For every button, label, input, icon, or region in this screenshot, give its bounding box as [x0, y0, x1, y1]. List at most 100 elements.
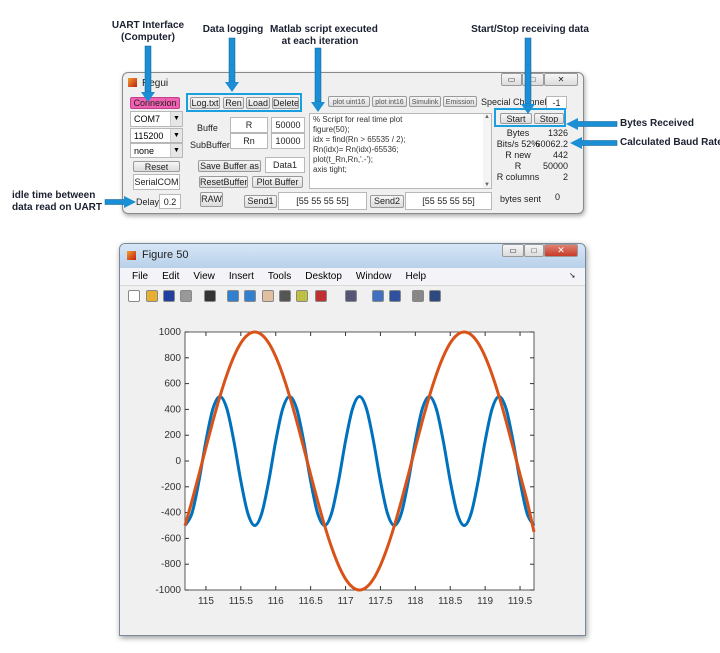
- raw-button[interactable]: RAW: [200, 192, 223, 207]
- annotation-logging: Data logging: [202, 24, 264, 35]
- x-tick-label: 119.5: [508, 596, 533, 607]
- save-buffer-button[interactable]: Save Buffer as: [198, 160, 261, 172]
- port-value: COM7: [134, 114, 161, 124]
- y-tick-label: -1000: [155, 585, 181, 596]
- menu-view[interactable]: View: [193, 271, 215, 282]
- menu-insert[interactable]: Insert: [228, 271, 254, 282]
- data-cursor-icon[interactable]: [296, 290, 308, 302]
- send2-button[interactable]: Send2: [370, 195, 404, 208]
- send1-button[interactable]: Send1: [244, 195, 277, 208]
- log-txt-button[interactable]: Log.txt: [190, 97, 220, 109]
- pointer-icon[interactable]: [204, 290, 216, 302]
- hide-tools-icon[interactable]: [412, 290, 424, 302]
- buffer-label: Buffe: [197, 123, 218, 133]
- rotate-icon[interactable]: [279, 290, 291, 302]
- scroll-up-icon[interactable]: ▲: [484, 114, 490, 120]
- plot-buffer-button[interactable]: Plot Buffer: [252, 176, 303, 188]
- plot-uint16-button[interactable]: plot uint16: [328, 96, 370, 107]
- scroll-down-icon[interactable]: ▼: [484, 182, 490, 188]
- arrow-icon: [225, 37, 239, 92]
- subbuffer-name-field[interactable]: Rn: [230, 133, 268, 149]
- start-button[interactable]: Start: [500, 113, 532, 124]
- arrow-icon: [311, 47, 325, 112]
- x-tick-label: 116.5: [298, 596, 323, 607]
- menu-window[interactable]: Window: [355, 271, 392, 282]
- pan-icon[interactable]: [262, 290, 274, 302]
- x-tick-label: 117: [338, 596, 354, 607]
- menu-file[interactable]: File: [132, 271, 149, 282]
- script-scrollbar[interactable]: ▲ ▼: [483, 114, 491, 188]
- connexion-button[interactable]: Connexion: [130, 97, 180, 109]
- y-tick-label: 600: [164, 379, 181, 390]
- stat-label: Bits/s 52%: [496, 139, 540, 149]
- save-name-field[interactable]: Data1: [265, 157, 305, 173]
- x-tick-label: 118: [407, 596, 423, 607]
- y-tick-label: 0: [175, 456, 181, 467]
- baud-value: 115200: [134, 131, 164, 141]
- x-tick-label: 116: [268, 596, 284, 607]
- menu-help[interactable]: Help: [405, 271, 427, 282]
- show-tools-icon[interactable]: [429, 290, 441, 302]
- subbuffer-label: SubBuffer: [190, 140, 230, 150]
- print-icon[interactable]: [180, 290, 192, 302]
- open-icon[interactable]: [146, 290, 158, 302]
- send2-field[interactable]: [55 55 55 55]: [405, 192, 492, 210]
- subbuffer-size-field[interactable]: 10000: [271, 133, 305, 149]
- brush-icon[interactable]: [315, 290, 327, 302]
- minimize-button[interactable]: ▭: [501, 73, 522, 86]
- menu-desktop[interactable]: Desktop: [305, 271, 342, 282]
- stat-label: R columns: [496, 172, 540, 182]
- colorbar-icon[interactable]: [372, 290, 384, 302]
- dock-icon[interactable]: ➘: [569, 271, 576, 280]
- arrow-icon: [141, 45, 155, 102]
- reset-buffer-button[interactable]: ResetBuffer: [199, 176, 248, 188]
- chevron-down-icon: ▼: [170, 144, 182, 157]
- annotation-text: (Computer): [121, 32, 175, 43]
- buffer-size-field[interactable]: 50000: [271, 117, 305, 133]
- reset-button[interactable]: Reset: [133, 161, 180, 172]
- arrow-icon: [104, 196, 136, 208]
- y-tick-label: -600: [161, 533, 181, 544]
- special-channel-label: Special Channel: [481, 97, 547, 107]
- legend-icon[interactable]: [389, 290, 401, 302]
- figure-minimize-button[interactable]: ▭: [502, 244, 524, 257]
- serialcom-field[interactable]: SerialCOM: [133, 174, 180, 190]
- y-tick-label: 1000: [159, 327, 182, 338]
- y-tick-label: 800: [164, 353, 181, 364]
- menu-edit[interactable]: Edit: [162, 271, 180, 282]
- series-line-1: [183, 394, 536, 528]
- parity-select[interactable]: none ▼: [130, 143, 183, 158]
- figure-close-button[interactable]: ✕: [544, 244, 578, 257]
- buffer-name-field[interactable]: R: [230, 117, 268, 133]
- stat-value: 1326: [547, 128, 568, 138]
- bytes-sent-label: bytes sent: [500, 194, 542, 204]
- save-icon[interactable]: [163, 290, 175, 302]
- stop-button[interactable]: Stop: [534, 113, 564, 124]
- send1-field[interactable]: [55 55 55 55]: [278, 192, 367, 210]
- new-file-icon[interactable]: [128, 290, 140, 302]
- x-tick-label: 117.5: [368, 596, 393, 607]
- script-line: axis tight;: [313, 165, 347, 174]
- plot-int16-button[interactable]: plot int16: [372, 96, 407, 107]
- port-select[interactable]: COM7 ▼: [130, 111, 183, 127]
- stat-value: 60062.2: [535, 139, 568, 149]
- zoom-out-icon[interactable]: [244, 290, 256, 302]
- figure-title: Figure 50: [142, 249, 189, 261]
- link-icon[interactable]: [345, 290, 357, 302]
- menu-tools[interactable]: Tools: [267, 271, 292, 282]
- baud-select[interactable]: 115200 ▼: [130, 128, 183, 143]
- figure-maximize-button[interactable]: □: [524, 244, 544, 257]
- delete-button[interactable]: Delete: [272, 97, 299, 109]
- rename-button[interactable]: Ren: [223, 97, 244, 109]
- stat-value: 50000: [542, 161, 568, 171]
- load-button[interactable]: Load: [246, 97, 270, 109]
- arrow-icon: [570, 137, 618, 149]
- delay-field[interactable]: 0.2: [159, 194, 181, 209]
- close-button[interactable]: ✕: [544, 73, 578, 86]
- zoom-in-icon[interactable]: [227, 290, 239, 302]
- emission-button[interactable]: Emission: [443, 96, 477, 107]
- script-line: Rn(idx)= Rn(idx)-65536;: [313, 145, 399, 154]
- script-line: % Script for real time plot: [313, 115, 403, 124]
- script-editor[interactable]: % Script for real time plot figure(50); …: [309, 113, 492, 189]
- simulink-button[interactable]: Simulink: [409, 96, 441, 107]
